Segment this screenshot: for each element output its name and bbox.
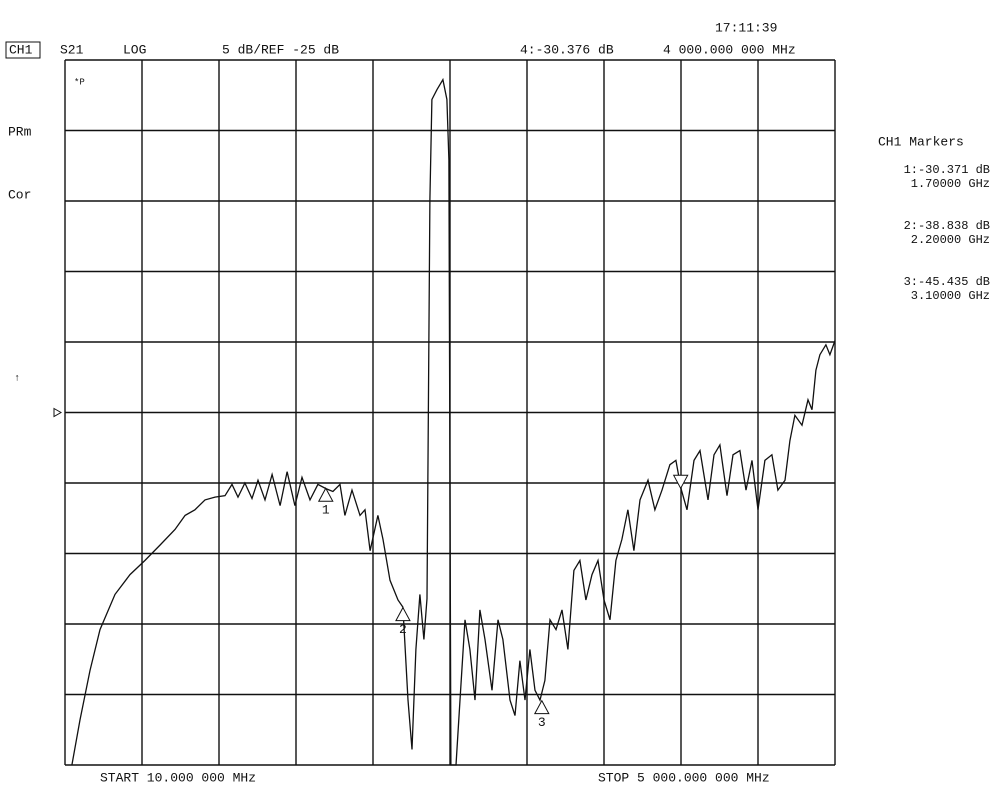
start: START 10.000 000 MHz <box>100 770 256 785</box>
active-readout: 4:-30.376 dB <box>520 42 614 57</box>
marker-label: 2 <box>399 622 407 637</box>
stop: STOP 5 000.000 000 MHz <box>598 770 770 785</box>
clock: 17:11:39 <box>715 20 777 35</box>
marker-freq: 3.10000 GHz <box>911 289 990 303</box>
channel-box <box>5 41 41 59</box>
channel: CH1 <box>9 42 33 57</box>
marker-freq: 1.70000 GHz <box>911 177 990 191</box>
marker-label: 3 <box>538 715 546 730</box>
trace <box>71 77 836 766</box>
marker <box>317 487 334 502</box>
status: Cor <box>8 187 31 202</box>
active-marker <box>672 474 689 490</box>
status: PRm <box>8 124 32 139</box>
format: LOG <box>123 42 146 57</box>
flag: *P <box>74 77 85 87</box>
marker-readout: 3:-45.435 dB <box>904 275 990 289</box>
marker-readout: 1:-30.371 dB <box>904 163 990 177</box>
ref-marker <box>53 407 63 418</box>
marker-label: 1 <box>322 503 330 518</box>
scale: 5 dB/REF -25 dB <box>222 42 339 57</box>
marker-freq: 2.20000 GHz <box>911 233 990 247</box>
markers-title: CH1 Markers <box>878 134 964 149</box>
active-freq: 4 000.000 000 MHz <box>663 42 796 57</box>
parameter: S21 <box>60 42 84 57</box>
marker <box>533 699 550 715</box>
marker-readout: 2:-38.838 dB <box>904 219 990 233</box>
marker <box>395 606 411 622</box>
pointer: ↑ <box>14 374 20 385</box>
